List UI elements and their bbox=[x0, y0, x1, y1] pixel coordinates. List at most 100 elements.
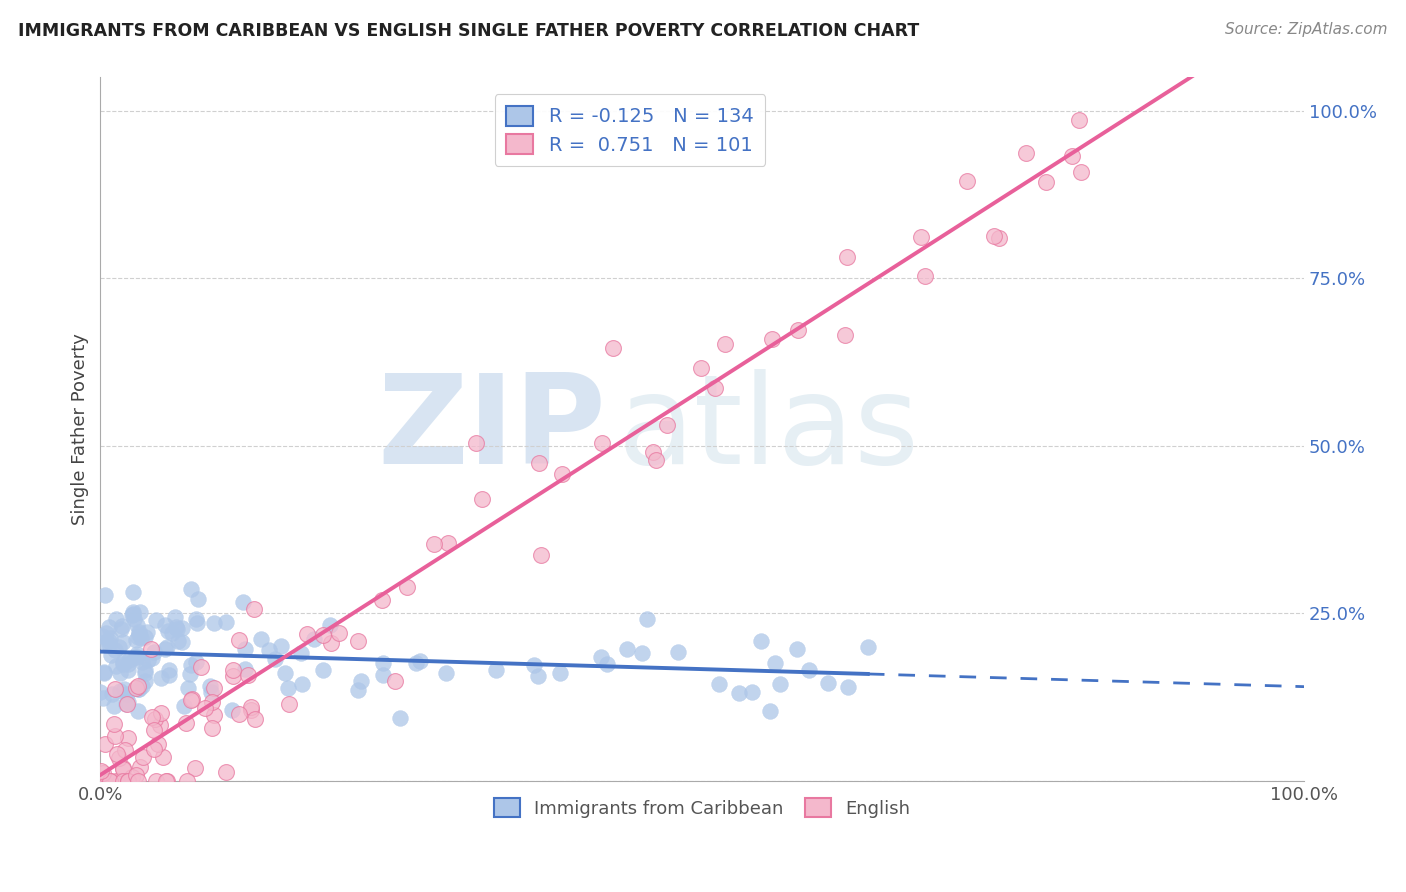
Point bbox=[105, 659, 128, 673]
Point bbox=[98, 637, 121, 651]
Point bbox=[666, 645, 689, 659]
Point bbox=[523, 658, 546, 673]
Point bbox=[122, 612, 145, 626]
Point bbox=[94, 588, 117, 602]
Point bbox=[471, 491, 494, 506]
Point bbox=[187, 591, 209, 606]
Point bbox=[910, 230, 932, 244]
Point bbox=[177, 681, 200, 696]
Point bbox=[295, 627, 318, 641]
Point bbox=[1015, 146, 1038, 161]
Point bbox=[761, 332, 783, 346]
Point bbox=[759, 704, 782, 718]
Point bbox=[111, 619, 134, 633]
Point bbox=[240, 702, 263, 716]
Point bbox=[108, 665, 131, 680]
Point bbox=[166, 634, 188, 648]
Point bbox=[291, 677, 314, 691]
Point bbox=[173, 698, 195, 713]
Point bbox=[787, 323, 810, 337]
Point bbox=[713, 336, 735, 351]
Point bbox=[257, 643, 280, 657]
Point bbox=[108, 684, 131, 698]
Point bbox=[319, 636, 342, 650]
Point bbox=[121, 585, 143, 599]
Point bbox=[319, 618, 342, 632]
Point bbox=[153, 642, 176, 657]
Point bbox=[1035, 176, 1057, 190]
Point bbox=[122, 605, 145, 619]
Point bbox=[115, 688, 138, 702]
Point bbox=[817, 676, 839, 690]
Point bbox=[104, 774, 127, 789]
Point bbox=[98, 774, 121, 789]
Point bbox=[180, 657, 202, 672]
Point bbox=[103, 699, 125, 714]
Point bbox=[186, 615, 208, 630]
Point bbox=[236, 668, 259, 682]
Point bbox=[596, 657, 619, 672]
Point bbox=[371, 592, 394, 607]
Point bbox=[127, 679, 149, 693]
Point bbox=[125, 633, 148, 648]
Point bbox=[388, 710, 411, 724]
Point bbox=[103, 681, 125, 696]
Point bbox=[117, 697, 139, 711]
Point bbox=[98, 774, 121, 789]
Point bbox=[134, 630, 156, 644]
Text: ZIP: ZIP bbox=[377, 368, 606, 490]
Point bbox=[184, 761, 207, 775]
Point bbox=[103, 717, 125, 731]
Point bbox=[371, 657, 394, 671]
Point bbox=[233, 642, 256, 657]
Point bbox=[834, 327, 856, 342]
Text: IMMIGRANTS FROM CARIBBEAN VS ENGLISH SINGLE FATHER POVERTY CORRELATION CHART: IMMIGRANTS FROM CARIBBEAN VS ENGLISH SIN… bbox=[18, 22, 920, 40]
Point bbox=[89, 685, 111, 699]
Point bbox=[631, 646, 654, 660]
Point bbox=[141, 650, 163, 665]
Point bbox=[155, 774, 177, 789]
Point bbox=[143, 645, 166, 659]
Point bbox=[160, 625, 183, 640]
Point bbox=[96, 626, 118, 640]
Point bbox=[112, 657, 135, 671]
Point bbox=[134, 663, 156, 677]
Point bbox=[94, 737, 117, 751]
Point bbox=[690, 360, 713, 375]
Point bbox=[200, 685, 222, 699]
Point bbox=[134, 674, 156, 689]
Point bbox=[786, 641, 808, 656]
Point bbox=[277, 698, 299, 712]
Point bbox=[156, 774, 179, 789]
Point bbox=[125, 681, 148, 696]
Point bbox=[215, 765, 238, 780]
Point bbox=[107, 751, 129, 765]
Point bbox=[143, 712, 166, 726]
Point bbox=[163, 609, 186, 624]
Text: atlas: atlas bbox=[619, 368, 920, 490]
Point bbox=[741, 684, 763, 698]
Point bbox=[121, 607, 143, 621]
Point bbox=[312, 628, 335, 642]
Point bbox=[768, 677, 790, 691]
Point bbox=[914, 268, 936, 283]
Point bbox=[264, 651, 287, 665]
Point bbox=[707, 676, 730, 690]
Point bbox=[215, 615, 238, 629]
Point bbox=[548, 666, 571, 681]
Point bbox=[837, 680, 859, 694]
Point bbox=[346, 633, 368, 648]
Point bbox=[153, 618, 176, 632]
Point bbox=[405, 656, 427, 670]
Point bbox=[797, 663, 820, 677]
Point bbox=[121, 608, 143, 623]
Point bbox=[703, 381, 725, 395]
Point bbox=[190, 659, 212, 673]
Point bbox=[644, 453, 666, 467]
Text: Source: ZipAtlas.com: Source: ZipAtlas.com bbox=[1225, 22, 1388, 37]
Point bbox=[527, 669, 550, 683]
Point bbox=[180, 582, 202, 596]
Point bbox=[124, 767, 146, 781]
Point bbox=[179, 666, 201, 681]
Point bbox=[129, 631, 152, 645]
